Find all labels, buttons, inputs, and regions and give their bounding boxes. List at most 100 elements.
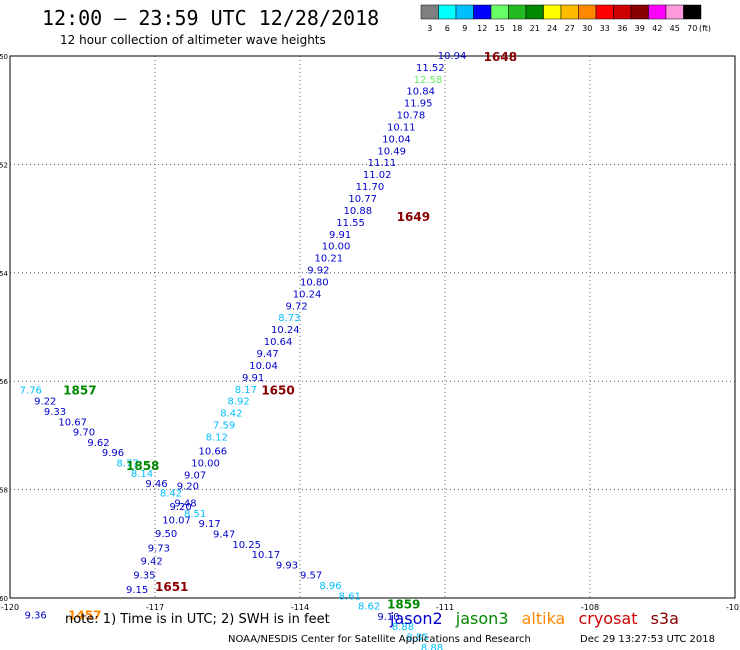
- colorbar-label: 21: [530, 24, 540, 33]
- colorbar-label: 24: [547, 24, 557, 33]
- swh-value-label: 9.91: [329, 230, 351, 241]
- swh-value-label: 8.42: [220, 409, 242, 420]
- swh-value-label: 9.70: [73, 428, 95, 439]
- colorbar-unit: (ft): [699, 24, 711, 33]
- swh-value-label: 9.07: [184, 470, 206, 481]
- colorbar-label: 30: [582, 24, 592, 33]
- swh-value-label: 9.36: [25, 610, 47, 621]
- legend-altika: altika: [521, 609, 566, 628]
- swh-value-label: 9.17: [199, 519, 221, 530]
- colorbar-label: 42: [652, 24, 662, 33]
- swh-value-label: 10.24: [271, 325, 300, 336]
- swh-value-label: 10.25: [232, 540, 261, 551]
- swh-value-label: 10.94: [438, 51, 467, 62]
- colorbar-label: 27: [565, 24, 575, 33]
- swh-value-label: 10.77: [348, 194, 377, 205]
- pass-time-label: 1859: [387, 597, 420, 611]
- pass-time-label: 1858: [126, 459, 159, 473]
- swh-value-label: 10.88: [344, 206, 373, 217]
- swh-value-label: 10.84: [406, 87, 435, 98]
- swh-value-label: 11.95: [404, 99, 433, 110]
- colorbar-label: 3: [427, 24, 432, 33]
- colorbar-label: 6: [445, 24, 450, 33]
- swh-value-label: 7.59: [213, 421, 235, 432]
- swh-value-label: 10.11: [387, 122, 416, 133]
- swh-value-label: 10.67: [58, 417, 87, 428]
- swh-value-label: 10.00: [322, 242, 351, 253]
- colorbar-label: 15: [495, 24, 505, 33]
- swh-value-label: 10.80: [300, 277, 329, 288]
- swh-value-label: 8.14: [131, 469, 153, 480]
- swh-value-label: 9.50: [155, 529, 177, 540]
- swh-value-label: 9.47: [213, 530, 235, 541]
- swh-value-label: 9.72: [286, 301, 308, 312]
- x-tick-label: -111: [436, 603, 454, 612]
- swh-value-label: 9.35: [133, 571, 155, 582]
- y-tick-label: -54: [0, 270, 9, 278]
- swh-value-label: 10.04: [249, 361, 278, 372]
- swh-value-label: 9.42: [141, 557, 163, 568]
- y-tick-label: -56: [0, 378, 9, 386]
- colorbar-swatch: [683, 4, 702, 20]
- swh-value-label: 9.73: [148, 544, 170, 555]
- y-tick-label: -50: [0, 53, 8, 61]
- swh-value-label: 8.88: [421, 643, 443, 650]
- swh-value-label: 7.76: [20, 385, 42, 396]
- swh-value-label: 11.11: [368, 158, 397, 169]
- colorbar-label: 18: [512, 24, 522, 33]
- y-tick-label: -60: [0, 595, 8, 603]
- colorbar-label: 9: [462, 24, 467, 33]
- swh-value-label: 9.96: [102, 448, 124, 459]
- swh-value-label: 9.15: [126, 585, 148, 596]
- swh-value-label: 9.57: [300, 571, 322, 582]
- x-tick-label: -105: [726, 603, 740, 612]
- swh-value-label: 8.61: [339, 591, 361, 602]
- y-tick-label: -58: [0, 487, 8, 495]
- chart-title: 12:00 — 23:59 UTC 12/28/2018: [42, 6, 380, 30]
- swh-value-label: 10.17: [252, 550, 281, 561]
- swh-value-label: 8.77: [116, 459, 138, 470]
- swh-value-label: 9.10: [377, 612, 399, 623]
- pass-time-label: 1857: [63, 383, 96, 397]
- swh-value-label: 9.62: [87, 438, 109, 449]
- swh-value-label: 8.17: [235, 385, 257, 396]
- swh-value-label: 8.51: [184, 509, 206, 520]
- swh-value-label: 8.42: [160, 488, 182, 499]
- swh-value-label: 8.62: [358, 602, 380, 613]
- swh-value-label: 11.55: [336, 218, 365, 229]
- satellite-legend: jason2 jason3 altika cryosat s3a: [390, 609, 687, 628]
- swh-value-label: 9.33: [44, 407, 66, 418]
- x-tick-label: -114: [291, 603, 309, 612]
- swh-value-label: 9.91: [242, 373, 264, 384]
- swh-value-label: 10.66: [199, 447, 228, 458]
- y-tick-label: -52: [0, 161, 8, 169]
- legend-jason3: jason3: [455, 609, 509, 628]
- swh-value-label: 9.48: [174, 499, 196, 510]
- swh-value-label: 8.12: [206, 432, 228, 443]
- x-tick-label: -120: [1, 603, 19, 612]
- swh-value-label: 10.00: [191, 459, 220, 470]
- swh-value-label: 9.93: [276, 560, 298, 571]
- chart-subtitle: 12 hour collection of altimeter wave hei…: [60, 33, 326, 47]
- colorbar-label: 45: [670, 24, 680, 33]
- swh-value-label: 10.07: [162, 515, 191, 526]
- colorbar-label: 39: [635, 24, 645, 33]
- footer-note: note: 1) Time is in UTC; 2) SWH is in fe…: [65, 612, 330, 627]
- swh-value-label: 8.85: [406, 632, 428, 643]
- x-tick-label: -108: [581, 603, 599, 612]
- swh-value-label: 10.64: [264, 337, 293, 348]
- swh-value-label: 10.24: [293, 289, 322, 300]
- swh-value-label: 12.58: [414, 75, 443, 86]
- pass-time-label: 1457: [68, 608, 101, 622]
- swh-value-label: 8.92: [228, 397, 250, 408]
- pass-time-label: 1651: [155, 580, 188, 594]
- swh-value-label: 9.92: [307, 266, 329, 277]
- swh-value-label: 9.20: [170, 502, 192, 513]
- swh-value-label: 9.46: [145, 479, 167, 490]
- swh-value-label: 9.22: [34, 397, 56, 408]
- swh-value-label: 10.49: [377, 146, 406, 157]
- legend-cryosat: cryosat: [578, 609, 638, 628]
- swh-value-label: 8.96: [319, 581, 341, 592]
- plot-frame: [9, 55, 736, 599]
